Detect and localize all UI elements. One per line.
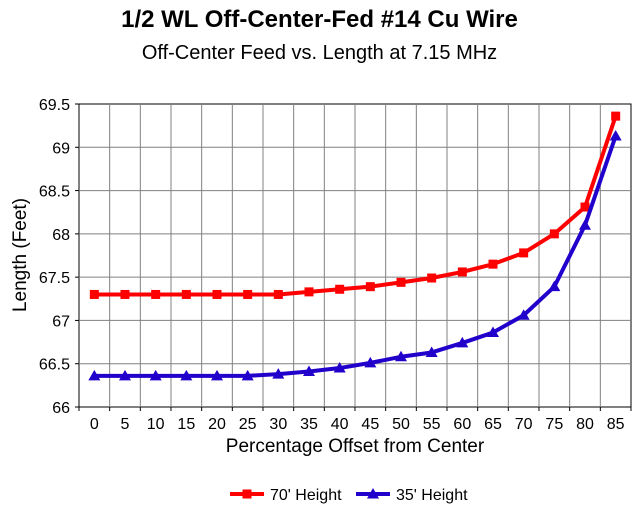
series-line-0: [94, 115, 618, 297]
data-point-0: [365, 282, 375, 292]
y-tick-label: 68.5: [39, 184, 70, 201]
x-tick-label: 20: [208, 416, 226, 433]
data-point-0: [396, 277, 406, 287]
legend-marker: [242, 489, 252, 499]
x-tick-labels: 0 5 10 15 20 25 30 35 40 45 50 55 60 65 70 75 80 85: [90, 416, 625, 433]
grid-lines: [75, 103, 632, 411]
series-line-1: [94, 135, 618, 378]
data-point-1: [579, 219, 591, 230]
x-tick-label: 15: [177, 416, 195, 433]
data-point-1: [333, 362, 346, 373]
data-point-1: [149, 369, 162, 381]
legend-marker: [367, 488, 379, 499]
data-point-1: [119, 369, 131, 381]
data-point-0: [488, 259, 498, 269]
data-point-0: [151, 289, 161, 299]
data-point-0: [212, 289, 222, 299]
data-point-0: [304, 287, 314, 297]
x-tick-label: 40: [331, 416, 349, 433]
data-point-1: [303, 365, 315, 377]
series-group: [88, 111, 622, 381]
y-tick-label: 69.5: [39, 97, 70, 114]
legend: 70' Height 35' Height: [230, 487, 468, 504]
data-point-1: [211, 369, 223, 381]
x-tick-label: 35: [300, 416, 318, 433]
x-tick-label: 5: [121, 416, 130, 433]
y-tick-label: 66.5: [39, 357, 70, 374]
x-tick-label: 0: [90, 416, 99, 433]
x-tick-label: 10: [147, 416, 165, 433]
x-tick-label: 45: [361, 416, 379, 433]
data-point-0: [549, 229, 559, 239]
data-point-0: [181, 289, 191, 299]
x-tick-label: 70: [515, 416, 533, 433]
y-tick-label: 66: [52, 400, 70, 417]
data-point-0: [273, 289, 283, 299]
y-tick-label: 69: [52, 140, 70, 157]
data-point-1: [609, 130, 622, 141]
x-tick-label: 55: [423, 416, 441, 433]
data-point-1: [487, 326, 499, 338]
data-point-0: [243, 289, 253, 299]
data-point-0: [580, 202, 590, 212]
x-tick-label: 30: [269, 416, 287, 433]
x-tick-label: 60: [453, 416, 471, 433]
data-point-0: [89, 289, 99, 299]
chart-title: 1/2 WL Off-Center-Fed #14 Cu Wire: [121, 6, 518, 33]
data-point-0: [335, 284, 345, 294]
data-point-1: [241, 369, 254, 381]
x-axis-label: Percentage Offset from Center: [226, 436, 485, 457]
data-point-1: [180, 369, 193, 381]
x-tick-label: 65: [484, 416, 502, 433]
data-point-1: [395, 350, 407, 362]
data-point-1: [548, 280, 561, 292]
data-point-0: [611, 111, 621, 121]
data-point-1: [456, 336, 469, 348]
legend-label: 35' Height: [396, 487, 468, 504]
data-point-0: [519, 248, 529, 258]
x-tick-label: 50: [392, 416, 410, 433]
y-axis-label: Length (Feet): [10, 198, 31, 312]
data-point-0: [427, 273, 437, 283]
x-tick-label: 25: [239, 416, 257, 433]
x-tick-label: 85: [607, 416, 625, 433]
x-tick-label: 80: [576, 416, 594, 433]
data-point-1: [517, 309, 530, 320]
y-tick-labels: 66 66.5 67 67.5 68 68.5 69 69.5: [39, 97, 70, 417]
y-tick-label: 67: [52, 313, 70, 330]
data-point-0: [120, 289, 130, 299]
data-point-1: [425, 346, 438, 357]
legend-label: 70' Height: [270, 487, 342, 504]
x-tick-label: 75: [545, 416, 563, 433]
data-point-1: [272, 368, 285, 379]
y-tick-label: 67.5: [39, 270, 70, 287]
y-tick-label: 68: [52, 227, 70, 244]
chart-subtitle: Off-Center Feed vs. Length at 7.15 MHz: [141, 42, 498, 64]
data-point-1: [88, 369, 101, 381]
data-point-0: [457, 267, 467, 277]
data-point-1: [364, 356, 377, 368]
